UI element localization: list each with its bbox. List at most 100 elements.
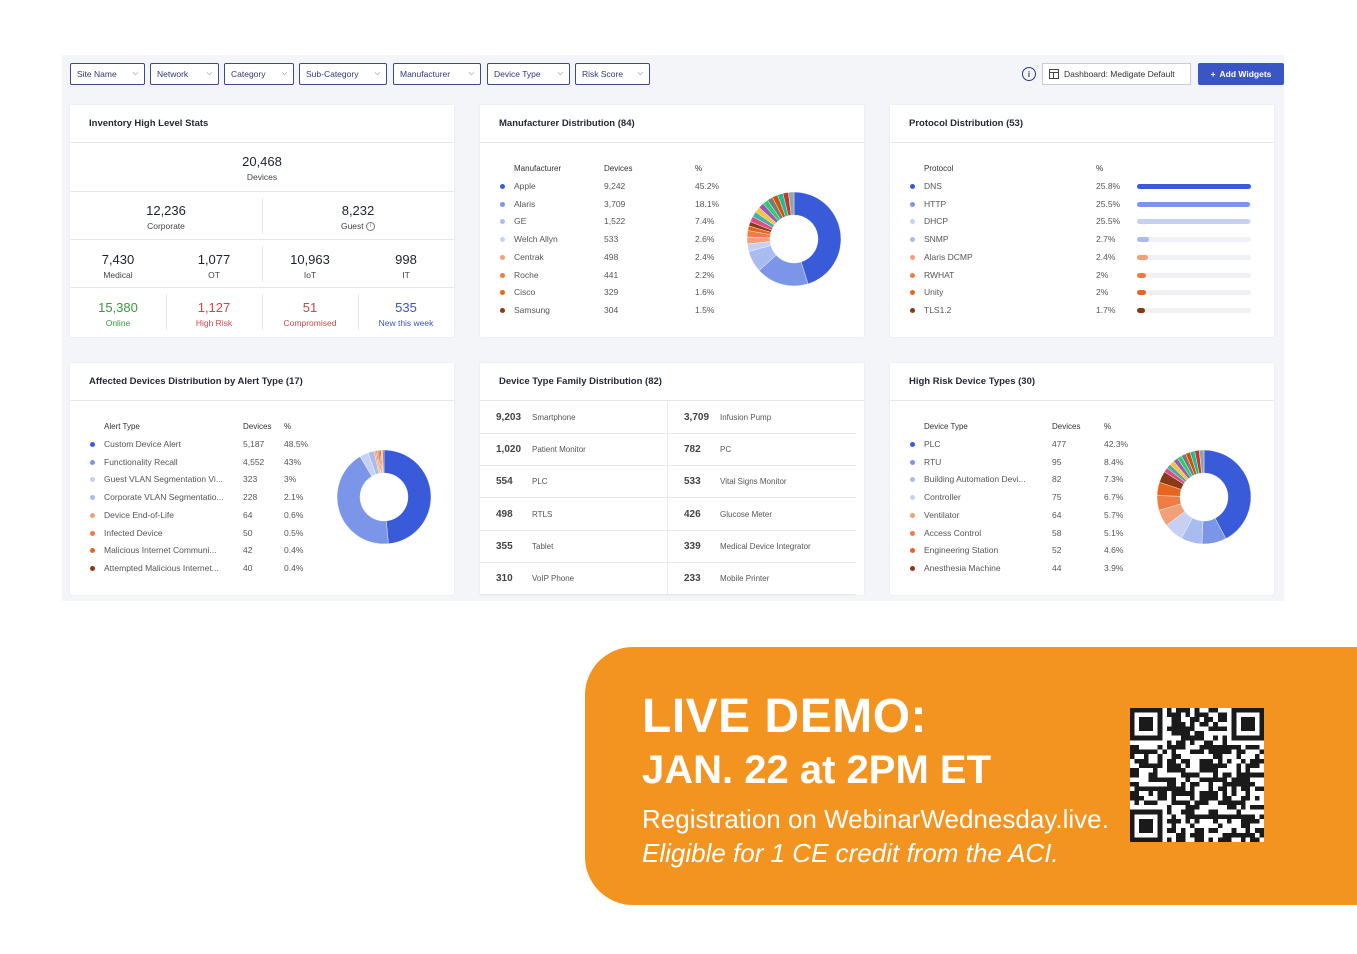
qr-module [1213,809,1218,815]
table-row[interactable]: HTTP 25.5% [890,199,1274,211]
family-item[interactable]: 554 PLC [480,466,668,499]
table-row[interactable]: Ventilator 64 5.7% [890,510,1140,522]
table-row[interactable]: Anesthesia Machine 44 3.9% [890,563,1140,575]
info-icon[interactable]: i [366,222,376,232]
family-item[interactable]: 355 Tablet [480,530,668,563]
device-type-family-card: Device Type Family Distribution (82) 9,2… [480,363,864,595]
filter-device-type[interactable]: Device Type ⌵ [487,63,570,85]
table-row[interactable]: Alaris 3,709 18.1% [480,199,730,211]
legend-dot [500,184,505,189]
card-title: Inventory High Level Stats [70,105,454,143]
family-item[interactable]: 9,203 Smartphone [480,402,668,434]
table-row[interactable]: Attempted Malicious Internet... 40 0.4% [70,563,320,575]
table-row[interactable]: Roche 441 2.2% [480,270,730,282]
table-row[interactable]: Cisco 329 1.6% [480,287,730,299]
filter-site-name[interactable]: Site Name ⌵ [70,63,145,85]
qr-module [1180,744,1186,750]
table-row[interactable]: Infected Device 50 0.5% [70,528,320,540]
filter-category[interactable]: Category ⌵ [224,63,294,85]
qr-module [1231,781,1237,787]
qr-module [1194,717,1200,722]
qr-code-icon[interactable] [1130,708,1264,842]
table-row[interactable]: Alaris DCMP 2.4% [890,252,1274,264]
family-item[interactable]: 426 Glucose Meter [668,499,856,531]
family-item[interactable]: 233 Mobile Printer [668,563,856,595]
table-row[interactable]: Guest VLAN Segmentation Vi... 323 3% [70,474,320,486]
table-row[interactable]: SNMP 2.7% [890,234,1274,246]
legend-dot [90,495,95,501]
family-item[interactable]: 3,709 Infusion Pump [668,402,856,434]
qr-module [1176,818,1181,824]
donut-slice[interactable] [1203,449,1252,539]
qr-module [1171,791,1177,796]
qr-module [1134,744,1140,750]
add-widgets-button[interactable]: + Add Widgets [1198,63,1284,85]
row-devices: 42 [243,545,253,556]
table-row[interactable]: Controller 75 6.7% [890,492,1140,504]
table-row[interactable]: Welch Allyn 533 2.6% [480,234,730,246]
table-row[interactable]: Apple 9,242 45.2% [480,181,730,193]
table-row[interactable]: Malicious Internet Communi... 42 0.4% [70,545,320,557]
qr-module [1203,814,1209,819]
filter-sub-category[interactable]: Sub-Category ⌵ [299,63,387,85]
dashboard-selector[interactable]: Dashboard: Medigate Default [1042,63,1191,85]
filter-manufacturer[interactable]: Manufacturer ⌵ [393,63,481,85]
stat-label: IoT [303,270,317,280]
table-row[interactable]: DHCP 25.5% [890,216,1274,228]
table-row[interactable]: Centrak 498 2.4% [480,252,730,264]
donut-slice[interactable] [336,456,389,545]
stat-online[interactable]: 15,380 Online [70,300,166,328]
qr-module [1143,754,1149,759]
table-row[interactable]: DNS 25.8% [890,181,1274,193]
family-label: Smartphone [532,413,576,422]
stat-high-risk[interactable]: 1,127 High Risk [166,300,262,328]
table-row[interactable]: Custom Device Alert 5,187 48.5% [70,439,320,451]
family-item[interactable]: 533 Vital Signs Monitor [668,466,856,499]
table-row[interactable]: PLC 477 42.3% [890,439,1140,451]
donut-slice[interactable] [382,449,385,474]
donut-slice[interactable] [788,191,795,216]
row-percent: 2.6% [695,234,715,245]
qr-module [1166,708,1172,713]
qr-module [1231,786,1237,792]
donut-slice[interactable] [1199,449,1205,474]
qr-module [1227,805,1232,810]
qr-module [1254,786,1260,792]
family-item[interactable]: 1,020 Patient Monitor [480,434,668,467]
stat-compromised[interactable]: 51 Compromised [262,300,358,328]
donut-slice[interactable] [793,191,842,285]
percent-bar-track [1137,307,1251,313]
family-count: 1,020 [496,444,522,456]
family-item[interactable]: 498 RTLS [480,498,668,531]
stat-new-this-week[interactable]: 535 New this week [358,300,454,328]
table-row[interactable]: Samsung 304 1.5% [480,305,730,317]
qr-module [1194,828,1200,833]
divider [262,294,263,330]
info-icon[interactable]: i [1022,67,1036,81]
table-row[interactable]: Building Automation Devi... 82 7.3% [890,474,1140,486]
donut-slice[interactable] [383,449,432,545]
qr-module [1217,717,1223,722]
table-row[interactable]: Functionality Recall 4,552 43% [70,457,320,469]
table-row[interactable]: Corporate VLAN Segmentatio... 228 2.1% [70,492,320,504]
table-row[interactable]: TLS1.2 1.7% [890,305,1274,317]
qr-module [1171,768,1177,773]
table-row[interactable]: Unity 2% [890,287,1274,299]
table-row[interactable]: Access Control 58 5.1% [890,528,1140,540]
qr-module [1180,726,1186,732]
family-item[interactable]: 782 PC [668,434,856,467]
table-row[interactable]: RWHAT 2% [890,270,1274,282]
filter-network[interactable]: Network ⌵ [150,63,219,85]
row-name: DHCP [924,216,949,227]
family-item[interactable]: 339 Medical Device Integrator [668,531,856,563]
qr-module [1185,763,1191,769]
legend-dot [910,290,915,296]
family-item[interactable]: 310 VoIP Phone [480,563,668,595]
table-row[interactable]: RTU 95 8.4% [890,457,1140,469]
qr-module [1217,814,1223,819]
table-row[interactable]: Device End-of-Life 64 0.6% [70,510,320,522]
filter-risk-score[interactable]: Risk Score ⌵ [575,63,650,85]
row-name: Attempted Malicious Internet... [104,562,219,573]
table-row[interactable]: Engineering Station 52 4.6% [890,545,1140,557]
table-row[interactable]: GE 1,522 7.4% [480,216,730,228]
